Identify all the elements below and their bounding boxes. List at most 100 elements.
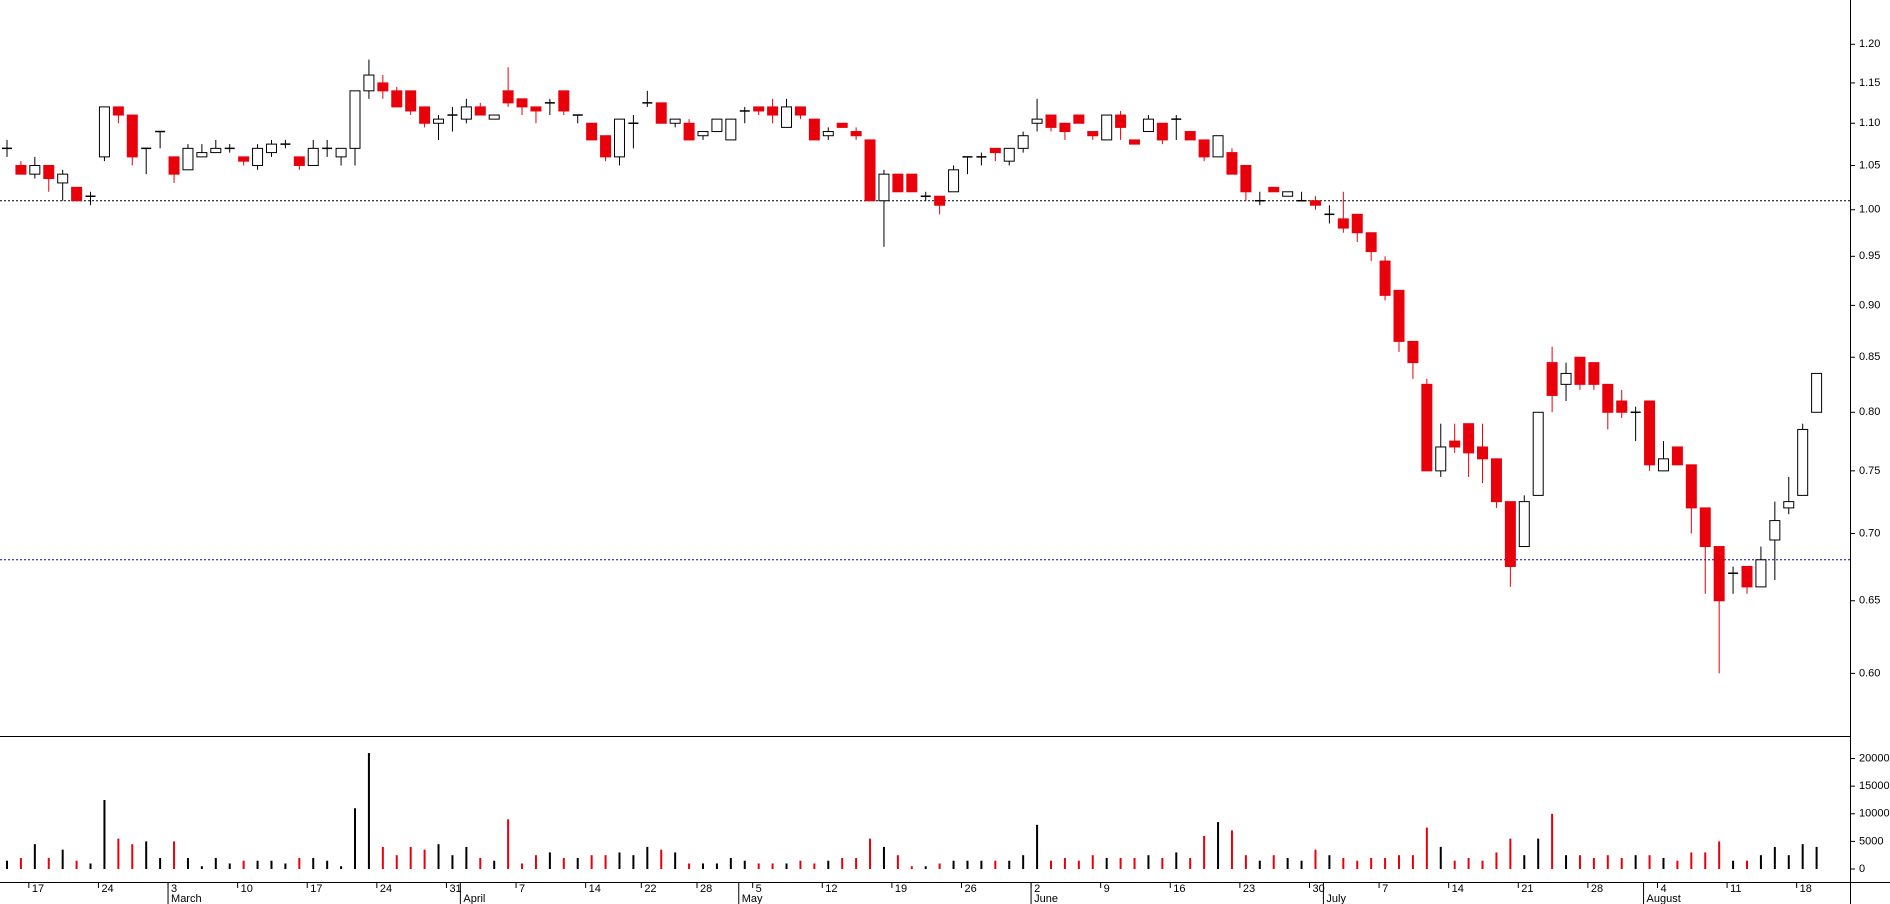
volume-bar	[702, 863, 704, 869]
volume-bar	[1356, 860, 1359, 869]
volume-bar	[799, 860, 802, 869]
volume-bar	[423, 849, 426, 869]
candle-body	[1142, 118, 1154, 133]
y-tick-label: 0.65	[1859, 595, 1880, 607]
candle-body	[1101, 114, 1113, 141]
candle-body	[989, 147, 1001, 154]
volume-bar	[367, 753, 370, 869]
volume-bar	[1439, 846, 1442, 869]
candle-body	[265, 143, 277, 154]
volume-bar	[1161, 857, 1164, 869]
candle-body	[43, 164, 55, 180]
candle-body	[1769, 520, 1781, 541]
candle-body	[126, 114, 138, 158]
x-tick-label: 7	[1382, 883, 1388, 895]
candle-body	[1755, 559, 1767, 588]
volume-bar	[994, 860, 997, 869]
volume-bar	[1119, 857, 1122, 869]
volume-bar	[1328, 855, 1331, 869]
candle-body	[1226, 152, 1238, 175]
volume-bar	[479, 857, 482, 869]
candle-body	[836, 122, 848, 128]
volume-bar	[1105, 857, 1108, 869]
candle-body	[586, 122, 598, 141]
y-tick-label: 10000	[1859, 808, 1890, 820]
x-tick-label: 22	[644, 883, 656, 895]
volume-bar	[743, 860, 746, 869]
candle-body	[822, 131, 834, 137]
candle-body	[71, 186, 83, 202]
volume-bar	[1203, 835, 1206, 869]
volume-bar	[61, 849, 64, 869]
x-tick-label: 11	[1730, 883, 1741, 895]
x-tick-label: 9	[1104, 883, 1110, 895]
volume-bar	[1523, 855, 1526, 869]
volume-bar	[200, 866, 203, 869]
candle-body	[1268, 186, 1280, 193]
volume-bar	[1022, 855, 1025, 869]
volume-bar	[1411, 855, 1414, 869]
candle-body	[1282, 191, 1294, 197]
candle-body	[1129, 139, 1141, 145]
candle-body	[15, 164, 27, 175]
volume-bar	[186, 857, 189, 869]
candle-body	[1741, 565, 1753, 588]
candle-body	[363, 74, 375, 92]
volume-bar	[1036, 824, 1039, 869]
volume-bar	[548, 852, 551, 869]
volume-bar	[1662, 857, 1665, 869]
x-tick-label: 24	[101, 883, 113, 895]
volume-bar	[507, 819, 510, 869]
volume-bar	[1384, 857, 1387, 869]
candle-body	[1184, 131, 1196, 141]
volume-bar	[33, 844, 36, 869]
x-tick-label: 16	[1173, 883, 1185, 895]
y-tick-label: 1.10	[1859, 117, 1880, 129]
volume-bar	[869, 838, 872, 869]
y-tick-label: 15000	[1859, 780, 1890, 792]
volume-bar	[1217, 822, 1220, 869]
volume-bar	[910, 866, 913, 869]
volume-bar	[451, 855, 454, 869]
volume-bar	[1746, 860, 1748, 869]
candle-body	[1059, 122, 1071, 133]
candle-body	[210, 147, 222, 154]
y-tick-label: 5000	[1859, 835, 1883, 847]
volume-bar	[103, 799, 106, 869]
candle-body	[1783, 501, 1795, 509]
candle-body	[1421, 383, 1433, 472]
candle-body	[488, 114, 500, 120]
candle-body	[753, 106, 765, 112]
candle-body	[1602, 383, 1614, 413]
volume-bar	[521, 863, 524, 869]
volume-bar	[242, 860, 245, 869]
y-tick-label: 0.75	[1859, 465, 1880, 477]
candle-body	[1031, 118, 1043, 124]
candle-body	[349, 90, 361, 149]
candle-body	[558, 90, 570, 112]
volume-bar	[1370, 857, 1373, 869]
volume-bar	[1453, 860, 1456, 869]
volume-bar	[1606, 855, 1609, 869]
candle-body	[530, 106, 542, 112]
volume-bar	[75, 860, 78, 869]
candle-body	[1017, 135, 1029, 149]
volume-bar	[966, 860, 969, 869]
y-tick-label: 1.15	[1859, 77, 1880, 89]
volume-bar	[1732, 860, 1735, 869]
candle-body	[98, 106, 110, 158]
volume-bar	[1063, 857, 1066, 869]
x-tick-label: 19	[895, 883, 907, 895]
candle-body	[697, 131, 709, 137]
volume-bar	[381, 846, 384, 869]
candle-body	[934, 195, 946, 206]
candle-body	[168, 156, 180, 175]
volume-bar	[1578, 855, 1581, 869]
volume-bar	[1787, 855, 1790, 869]
volume-bar	[256, 860, 259, 869]
candle-body	[1477, 446, 1489, 460]
volume-bar	[980, 860, 983, 869]
candle-body	[1087, 131, 1099, 137]
candle-body	[419, 106, 431, 124]
